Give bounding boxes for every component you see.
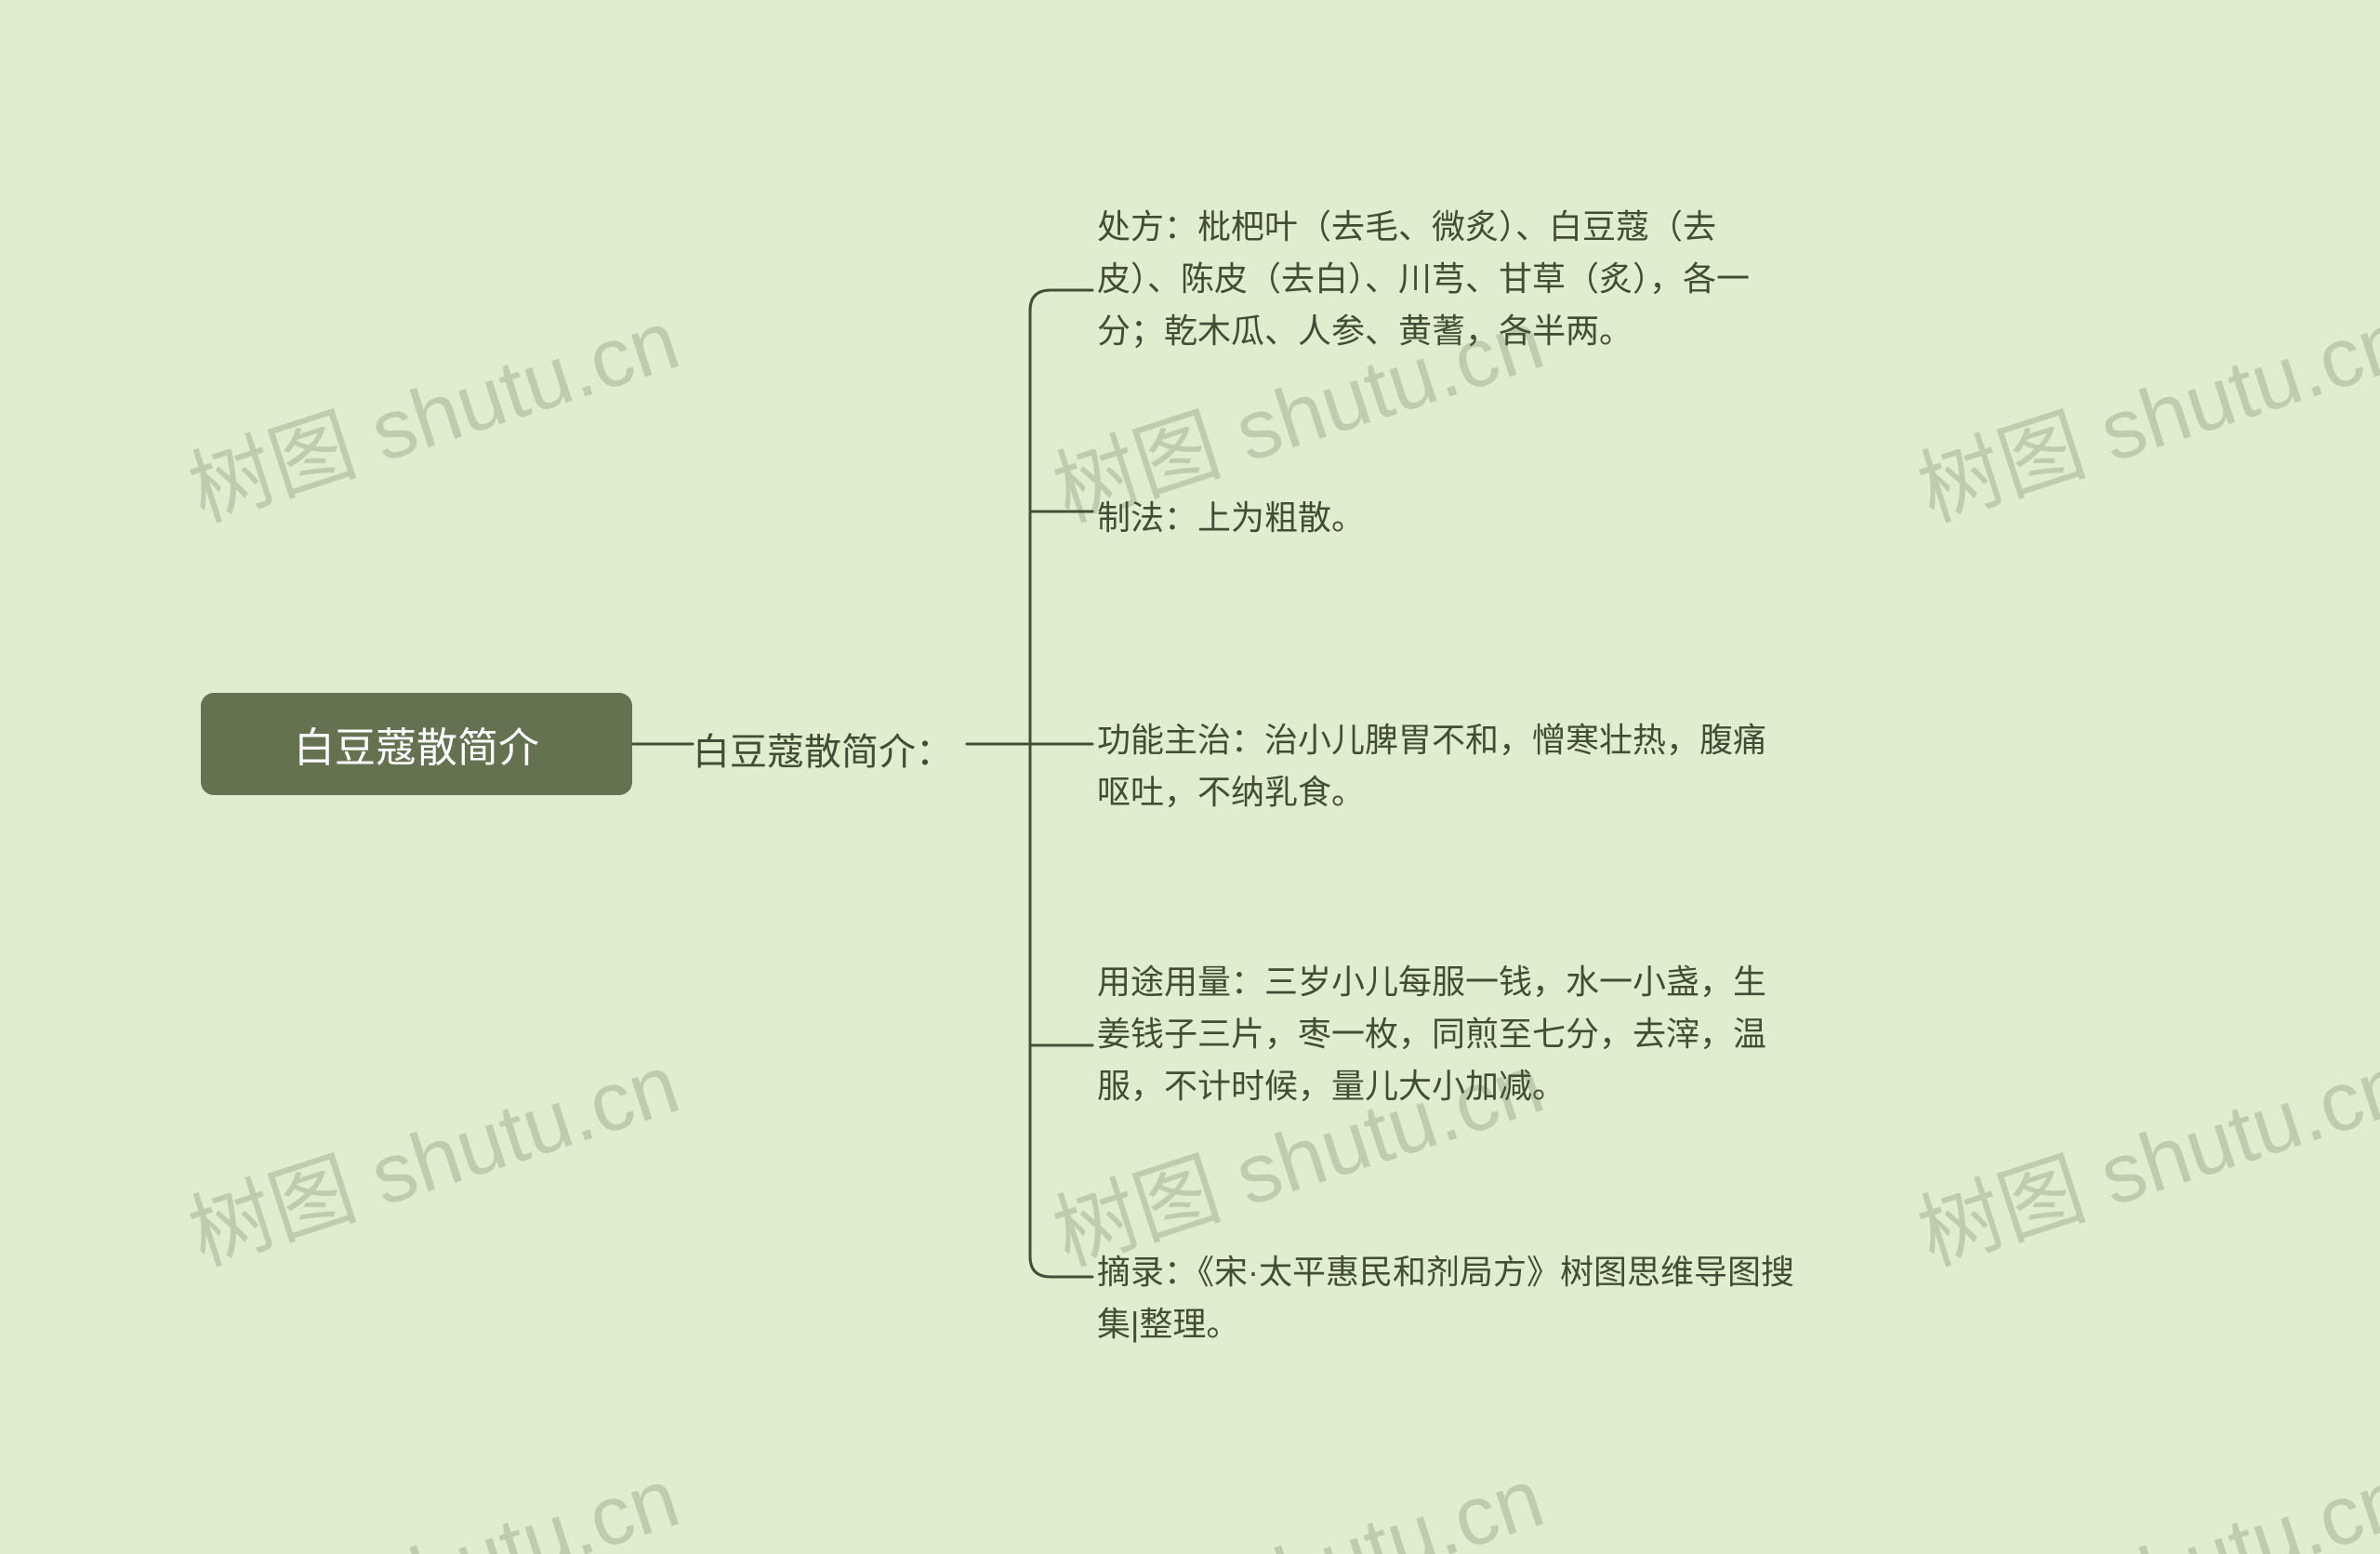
- leaf-node: 制法：上为粗散。: [1097, 492, 1799, 544]
- leaf-node: 处方：枇杷叶（去毛、微炙）、白豆蔻（去皮）、陈皮（去白）、川芎、甘草（炙），各一…: [1097, 201, 1799, 356]
- leaf-text: 功能主治：治小儿脾胃不和，憎寒壮热，腹痛呕吐，不纳乳食。: [1097, 721, 1766, 811]
- root-node: 白豆蔻散简介: [201, 693, 632, 795]
- mindmap-canvas: 树图 shutu.cn树图 shutu.cn树图 shutu.cn树图 shut…: [0, 0, 2380, 1554]
- leaf-text: 处方：枇杷叶（去毛、微炙）、白豆蔻（去皮）、陈皮（去白）、川芎、甘草（炙），各一…: [1097, 207, 1750, 350]
- root-node-label: 白豆蔻散简介: [294, 714, 539, 774]
- leaf-text: 摘录：《宋·太平惠民和剂局方》树图思维导图搜集|整理。: [1097, 1253, 1794, 1343]
- subtitle-label: 白豆蔻散简介：: [693, 732, 953, 773]
- subtitle-node: 白豆蔻散简介：: [693, 722, 953, 776]
- leaf-node: 用途用量：三岁小儿每服一钱，水一小盏，生姜钱子三片，枣一枚，同煎至七分，去滓，温…: [1097, 956, 1799, 1111]
- leaf-text: 用途用量：三岁小儿每服一钱，水一小盏，生姜钱子三片，枣一枚，同煎至七分，去滓，温…: [1097, 963, 1766, 1105]
- leaf-node: 摘录：《宋·太平惠民和剂局方》树图思维导图搜集|整理。: [1097, 1246, 1799, 1350]
- leaf-node: 功能主治：治小儿脾胃不和，憎寒壮热，腹痛呕吐，不纳乳食。: [1097, 714, 1799, 818]
- leaf-text: 制法：上为粗散。: [1097, 498, 1365, 537]
